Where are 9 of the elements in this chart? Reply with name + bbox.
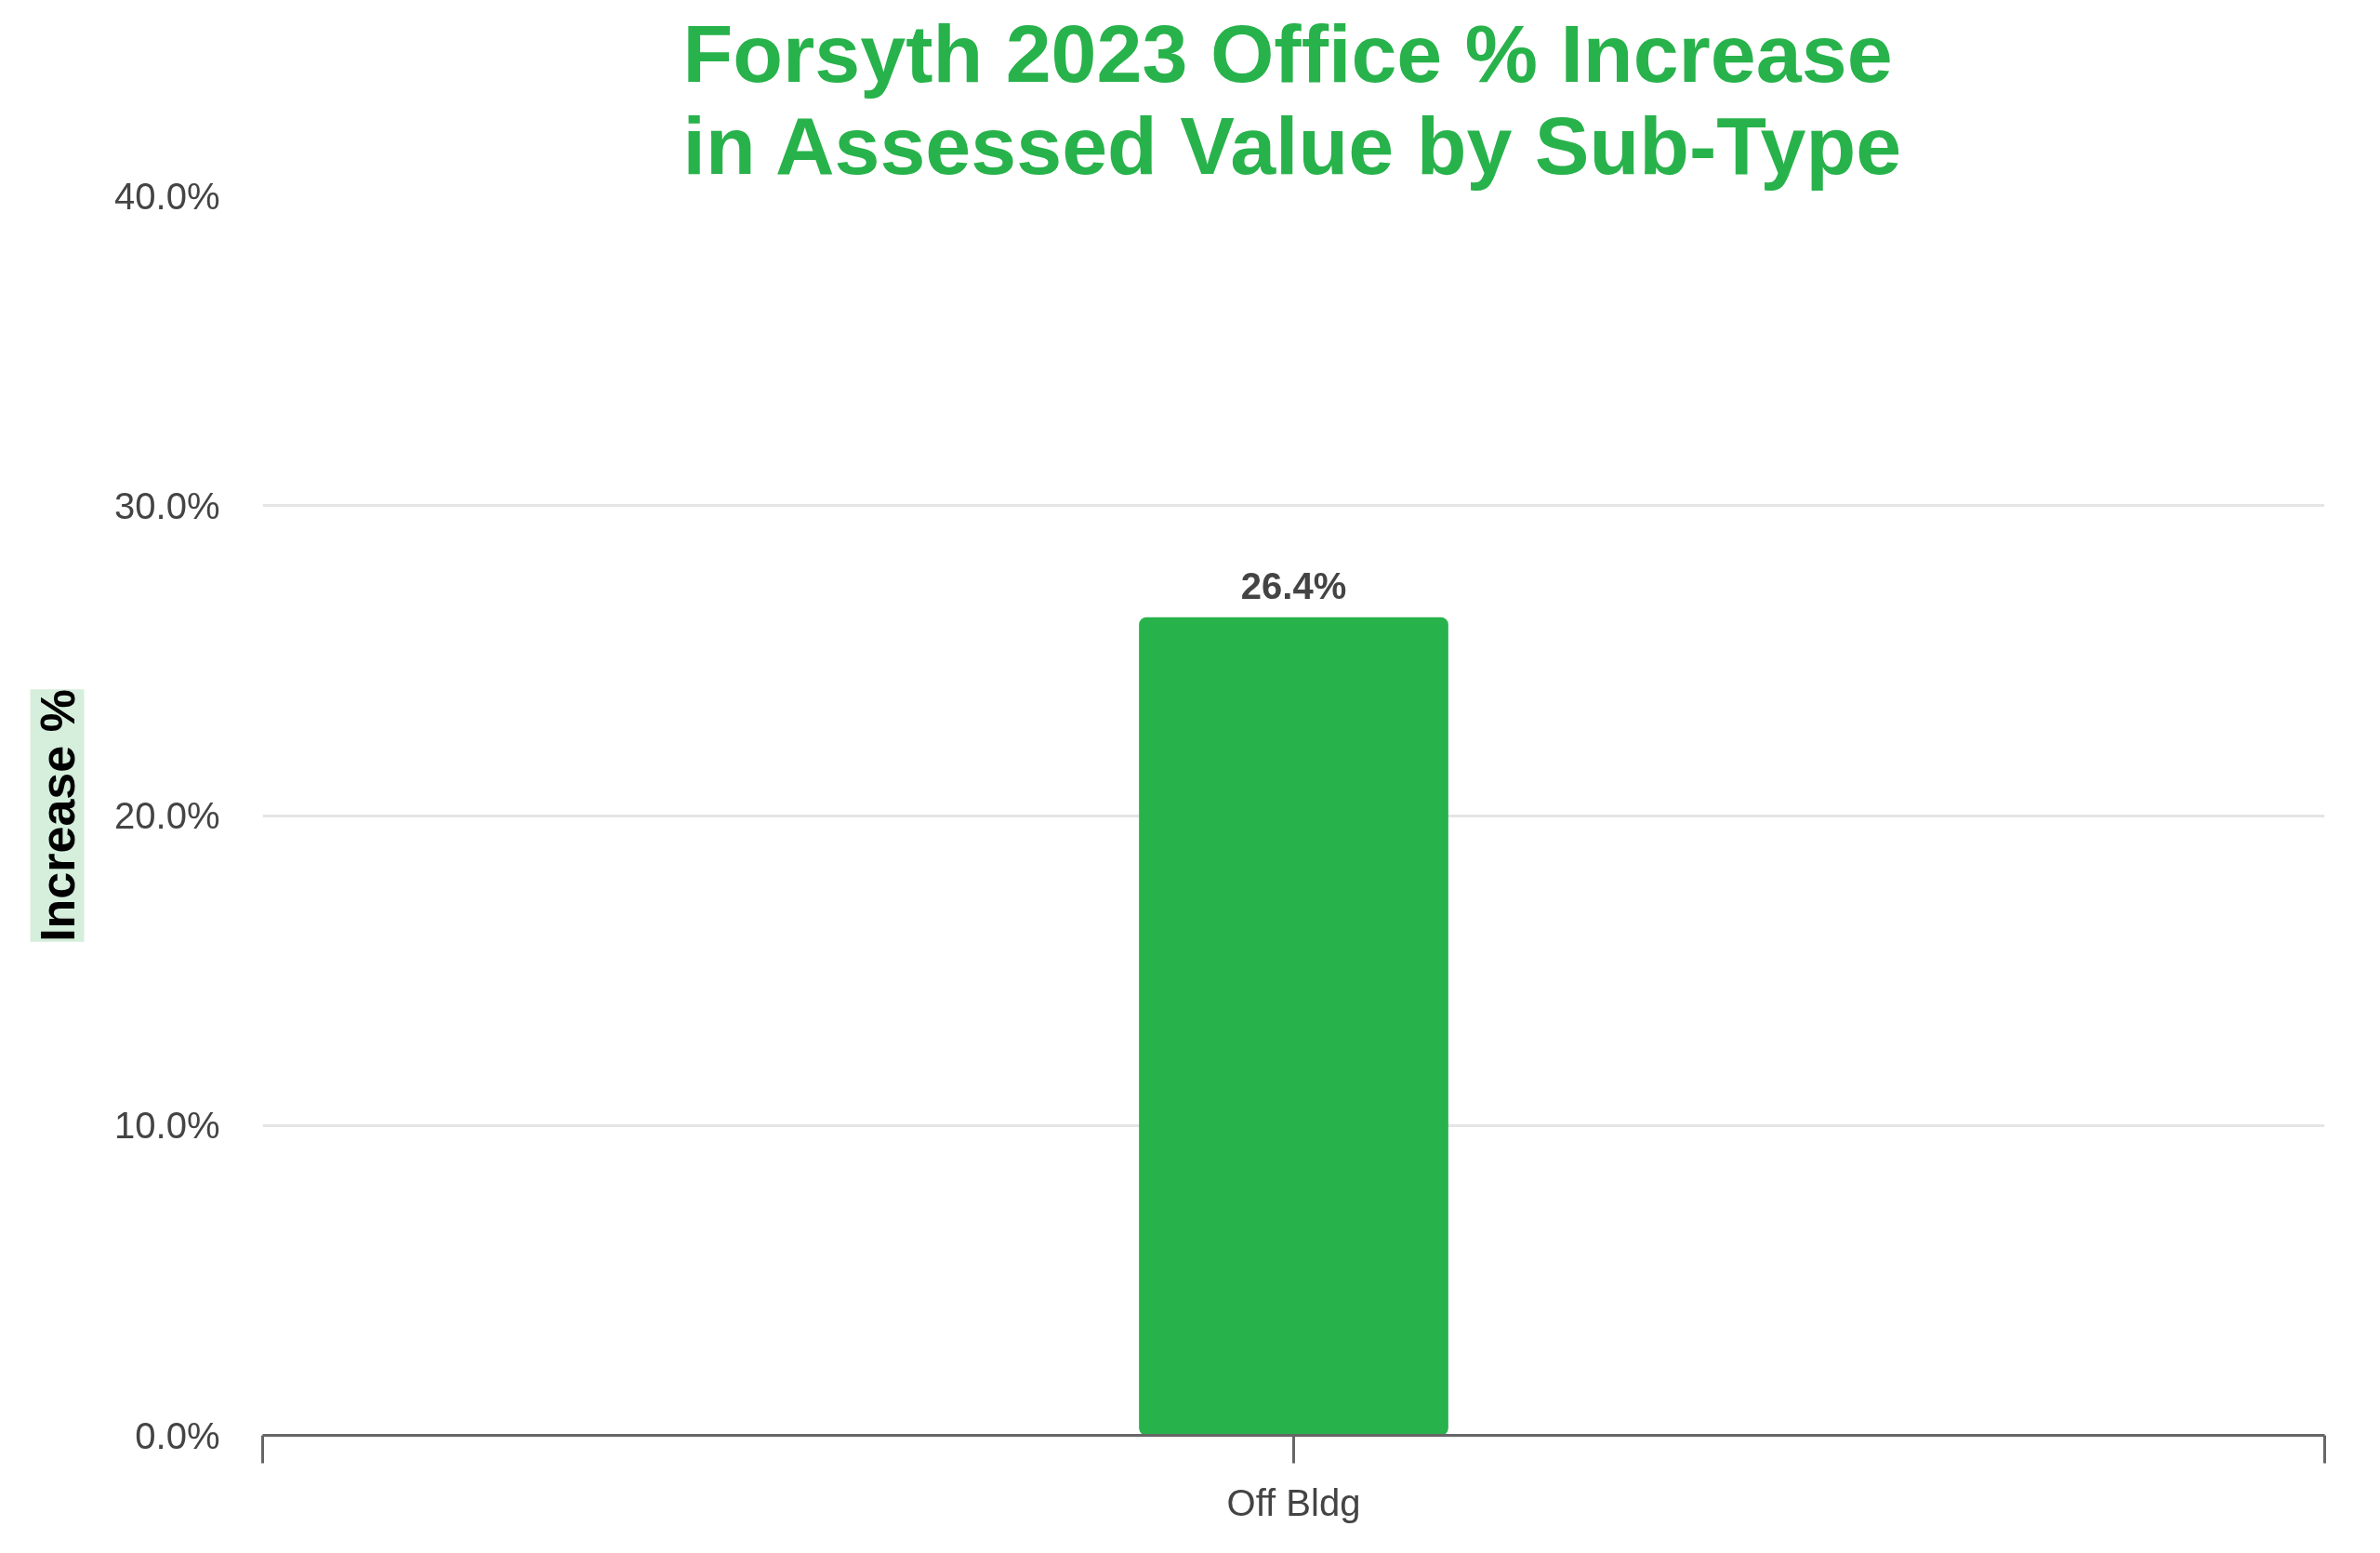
x-tick-label: Off Bldg bbox=[1226, 1481, 1361, 1523]
y-tick-label: 30.0% bbox=[114, 484, 220, 526]
data-label: 26.4% bbox=[1240, 564, 1347, 606]
y-tick-label: 40.0% bbox=[114, 175, 220, 217]
y-tick-label: 10.0% bbox=[114, 1105, 220, 1147]
y-axis-title: Increase % bbox=[30, 689, 85, 942]
y-tick-label: 0.0% bbox=[135, 1414, 220, 1456]
y-tick-label: 20.0% bbox=[114, 795, 220, 836]
chart-title: Forsyth 2023 Office % Increase in Assessed Value by Sub-Type bbox=[682, 7, 1902, 192]
